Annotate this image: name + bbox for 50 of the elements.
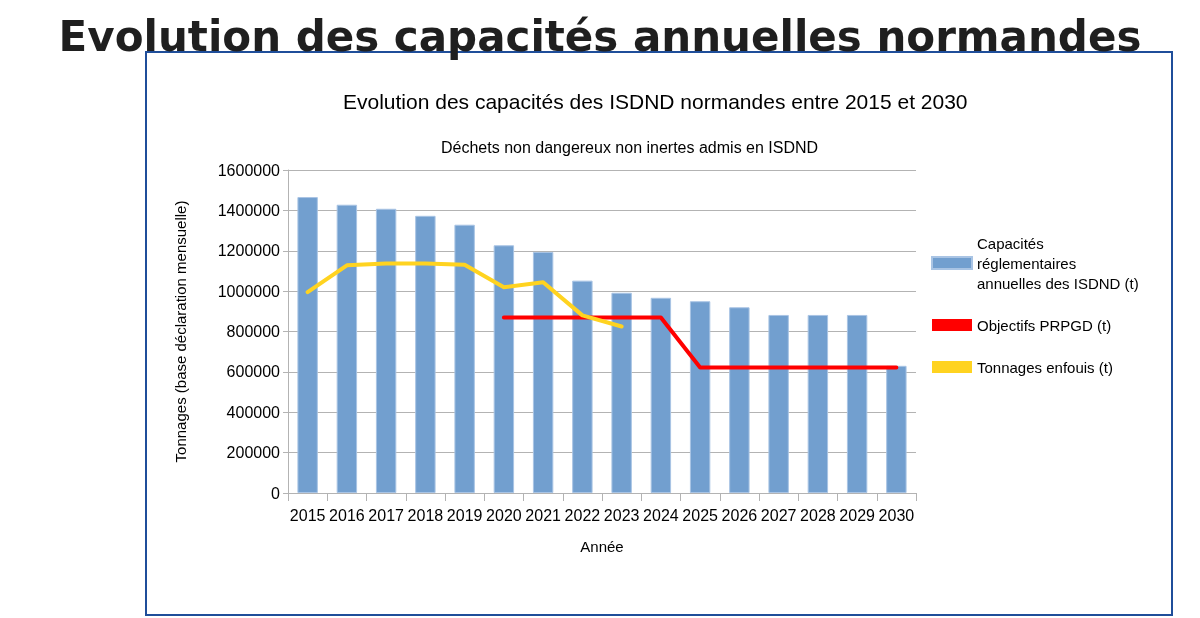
x-tick-label: 2019: [446, 506, 483, 524]
bar: [689, 301, 711, 493]
bar: [807, 314, 829, 493]
x-tick-label: 2022: [564, 506, 601, 524]
x-tick-label: 2024: [643, 506, 679, 524]
line-series: [305, 261, 624, 329]
chart-subtitle: Evolution des capacités des ISDND normandes entre 2015 et 2030: [343, 90, 968, 113]
bar: [572, 280, 593, 493]
x-tick-label: 2017: [368, 506, 405, 524]
y-tick-label: 200000: [226, 444, 281, 462]
x-axis-title: Année: [580, 538, 624, 555]
chart-title: Evolution des capacités annuelles normandes: [58, 11, 1142, 61]
y-axis-title: Tonnages (base déclaration mensuelle): [172, 200, 189, 463]
y-tick-label: 0: [271, 484, 281, 502]
bar: [493, 245, 515, 493]
y-tick-label: 1600000: [217, 161, 281, 179]
bar: [415, 215, 436, 493]
bar: [768, 314, 789, 493]
x-tick-label: 2018: [407, 506, 444, 524]
bar: [729, 307, 750, 493]
bar: [886, 365, 907, 493]
x-tick-label: 2029: [839, 506, 876, 524]
y-tick-label: 1200000: [217, 242, 281, 260]
legend-label: Capacités réglementaires annuelles des ISDND (t): [977, 234, 1139, 292]
x-tick-label: 2016: [329, 506, 365, 524]
x-tick-label: 2015: [289, 506, 326, 524]
bar: [454, 224, 475, 493]
bar: [611, 292, 632, 493]
x-tick-label: 2025: [682, 506, 719, 524]
text: Déchets non dangereux non inertes admis en ISDND: [441, 138, 819, 156]
y-tick-label: 800000: [226, 323, 281, 340]
x-tick-label: 2028: [800, 506, 836, 524]
x-tick-label: 2026: [721, 506, 758, 524]
x-tick-label: 2020: [486, 506, 522, 524]
x-tick-label: 2027: [760, 506, 797, 524]
x-tick-label: 2030: [878, 506, 915, 524]
x-tick-label: 2023: [603, 506, 640, 524]
bar: [532, 251, 554, 493]
y-tick-label: 600000: [226, 363, 281, 381]
bar: [375, 208, 397, 493]
legend-label: Objectifs PRPGD (t): [977, 316, 1112, 334]
legend-label: Tonnages enfouis (t): [977, 358, 1113, 376]
x-tick-label: 2021: [525, 506, 562, 524]
bar: [297, 197, 318, 493]
y-tick-label: 1000000: [217, 282, 281, 300]
bar: [336, 204, 358, 493]
bar: [650, 297, 672, 493]
y-tick-label: 1400000: [217, 201, 281, 219]
bar: [846, 314, 868, 493]
y-tick-label: 400000: [226, 403, 281, 421]
